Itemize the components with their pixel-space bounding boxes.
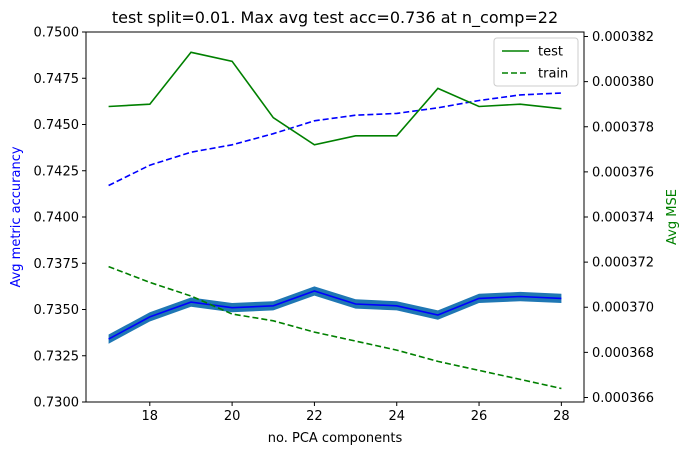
x-tick-label: 24 (388, 409, 405, 424)
y-left-tick-label: 0.7450 (34, 118, 80, 133)
x-tick-label: 26 (471, 409, 488, 424)
mse-test-line (108, 51, 562, 146)
legend-label-train: train (538, 67, 568, 82)
x-axis-label: no. PCA components (268, 431, 403, 446)
x-tick-label: 22 (306, 409, 323, 424)
mse-train-line (108, 265, 562, 390)
y-right-tick-label: 0.000382 (592, 30, 654, 45)
y-left-tick-label: 0.7475 (34, 72, 80, 87)
legend-box (493, 37, 579, 87)
x-tick-label: 28 (553, 409, 570, 424)
y-left-tick-label: 0.7350 (34, 303, 80, 318)
y-left-tick-label: 0.7425 (34, 164, 80, 179)
y-left-tick-label: 0.7375 (34, 257, 80, 272)
y-left-tick-label: 0.7500 (34, 26, 80, 41)
chart-title: test split=0.01. Max avg test acc=0.736 … (112, 8, 558, 28)
y-left-tick-label: 0.7400 (34, 211, 80, 226)
y-right-tick-label: 0.000366 (592, 391, 654, 406)
ticks: 18 20 22 24 26 28 0.7300 0.7325 0.7350 0.7375 0.74… (34, 26, 655, 425)
plot-area (108, 51, 562, 390)
x-tick-label: 18 (142, 409, 159, 424)
y-right-tick-label: 0.000378 (592, 120, 654, 135)
y-right-tick-label: 0.000374 (592, 211, 654, 226)
y-axis-left-label: Avg metric accurancy (9, 146, 24, 287)
y-right-tick-label: 0.000370 (592, 301, 654, 316)
accuracy-train-line (108, 92, 562, 187)
y-left-tick-label: 0.7325 (34, 349, 80, 364)
y-right-tick-label: 0.000376 (592, 165, 654, 180)
y-left-tick-label: 0.7300 (34, 396, 80, 411)
y-right-tick-label: 0.000380 (592, 75, 654, 90)
y-axis-right-label: Avg MSE (665, 189, 680, 245)
y-right-tick-label: 0.000368 (592, 346, 654, 361)
legend-label-test: test (538, 45, 563, 60)
accuracy-test-line (108, 290, 562, 340)
x-tick-label: 20 (224, 409, 241, 424)
y-right-tick-label: 0.000372 (592, 256, 654, 271)
legend: test train (493, 37, 579, 87)
